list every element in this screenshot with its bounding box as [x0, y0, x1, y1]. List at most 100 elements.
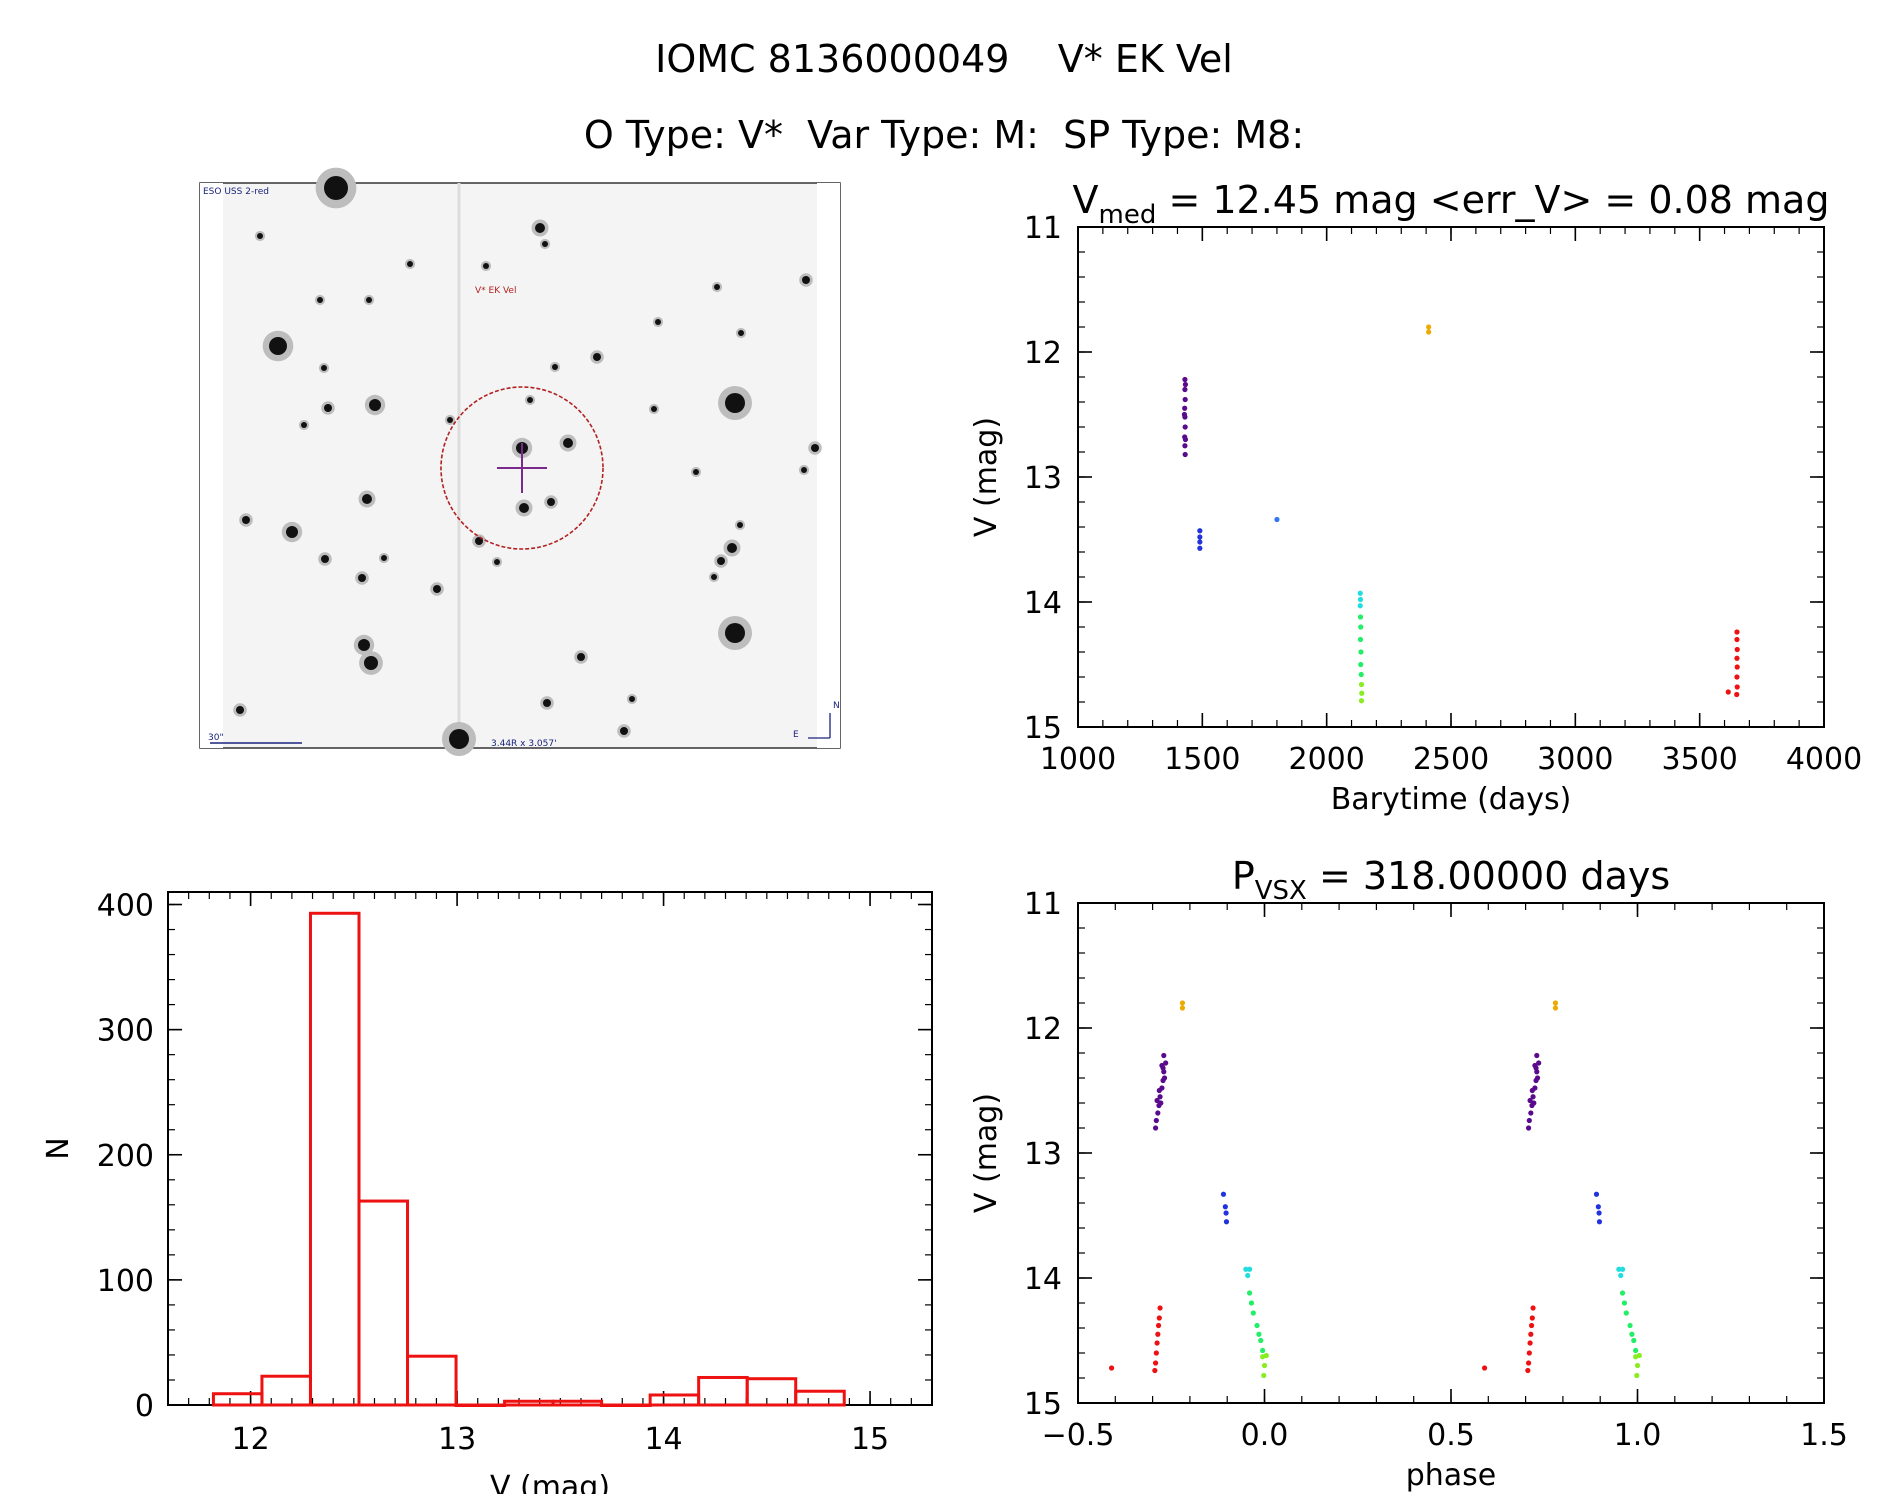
data-point-lime: [1358, 698, 1365, 704]
data-point-cyan: [1243, 1266, 1249, 1272]
data-point-red: [1154, 1340, 1160, 1346]
finder-star: [447, 417, 453, 423]
data-point-blue: [1593, 1191, 1600, 1197]
histogram-bar: [697, 1375, 749, 1407]
plot-frame: [1077, 902, 1825, 1404]
data-point-cyan: [1357, 603, 1363, 609]
plot-frame: [1077, 226, 1825, 728]
y-tick-label: 100: [97, 1264, 154, 1299]
finder-star: [801, 467, 807, 473]
y-tick-label: 200: [97, 1139, 154, 1174]
phased-chart: −0.5 0.0 0.5 1.0 1.5 11 12 13 14 15 phase V (mag) PV…: [969, 854, 1848, 1493]
finder-star: [321, 365, 327, 371]
y-axis-label: N: [41, 1137, 76, 1159]
histogram-bar: [454, 1403, 507, 1407]
data-point-cyan: [1618, 1272, 1624, 1279]
histogram-bar: [260, 1374, 312, 1407]
y-tick-label: 12: [1024, 336, 1062, 371]
data-point-purple: [1158, 1100, 1164, 1106]
figure-subtitle: O Type: V* Var Type: M: SP Type: M8:: [584, 113, 1304, 157]
data-point-cyan: [1616, 1266, 1622, 1272]
data-point-red: [1734, 629, 1740, 635]
finder-star: [286, 526, 298, 538]
finder-star: [257, 233, 263, 239]
data-point-green: [1250, 1310, 1256, 1316]
finder-star: [242, 516, 250, 524]
histogram-chart: 12 13 14 15 0 100 200 300 400 V (mag) N: [41, 889, 933, 1494]
data-point-green: [1358, 661, 1364, 668]
data-point-red: [1481, 1365, 1488, 1371]
finder-star: [535, 223, 545, 233]
data-point-lime: [1358, 681, 1365, 688]
data-point-red: [1734, 684, 1740, 690]
x-tick-label: 13: [438, 1422, 476, 1457]
data-point-red: [1527, 1340, 1533, 1346]
y-tick-label: 400: [97, 889, 154, 924]
data-point-blue: [1596, 1219, 1603, 1225]
data-point-blue: [1223, 1210, 1229, 1216]
y-tick-label: 0: [135, 1389, 154, 1424]
data-point-purple: [1152, 1125, 1159, 1131]
data-point-purple: [1154, 1097, 1160, 1104]
x-axis-label: phase: [1406, 1458, 1497, 1493]
finder-star: [727, 543, 737, 553]
data-point-orange: [1552, 1000, 1559, 1006]
data-point-cyan: [1619, 1266, 1626, 1272]
data-point-lime: [1634, 1362, 1641, 1369]
finder-star: [693, 469, 699, 475]
finder-star: [358, 639, 370, 651]
finder-star: [366, 297, 372, 303]
data-point-blue: [1223, 1219, 1230, 1225]
data-point-green: [1256, 1331, 1262, 1337]
data-point-green: [1358, 624, 1364, 630]
x-tick-label: 2000: [1288, 742, 1364, 777]
data-point-purple: [1155, 1110, 1161, 1116]
finder-star: [369, 399, 381, 411]
finder-star: [543, 699, 551, 707]
figure-title: IOMC 8136000049 V* EK Vel: [655, 37, 1233, 81]
data-point-green: [1248, 1300, 1255, 1306]
compass-east-label: E: [793, 730, 799, 740]
finder-star: [547, 498, 555, 506]
finder-star: [324, 404, 332, 412]
finder-star: [433, 585, 441, 593]
finder-star: [324, 176, 348, 200]
finder-survey-label: ESO USS 2-red: [203, 187, 269, 197]
finder-star: [711, 574, 717, 580]
x-tick-label: 2500: [1413, 742, 1489, 777]
data-point-red: [1525, 1367, 1531, 1374]
data-point-red: [1155, 1322, 1162, 1329]
plot-frame: [167, 891, 933, 1406]
data-point-red: [1153, 1350, 1159, 1356]
finder-stars: [233, 167, 822, 756]
chart-title-subscript: VSX: [1255, 876, 1307, 906]
finder-scale-note: 3.44R x 3.057': [491, 739, 557, 749]
data-point-purple: [1534, 1052, 1540, 1059]
x-axis-label: V (mag): [490, 1470, 610, 1494]
finder-star: [725, 623, 745, 643]
finder-left-band: [200, 183, 223, 748]
data-point-cyan: [1246, 1266, 1253, 1272]
data-point-green: [1627, 1322, 1633, 1329]
x-tick-label: 3500: [1661, 742, 1737, 777]
finder-star: [519, 503, 529, 513]
data-point-blue: [1596, 1210, 1602, 1216]
x-tick-label: 1000: [1040, 742, 1116, 777]
histogram-bar: [745, 1377, 798, 1407]
data-point-orange: [1552, 1005, 1559, 1011]
data-point-lime: [1261, 1362, 1268, 1369]
y-tick-label: 12: [1024, 1012, 1062, 1047]
data-point-orange: [1179, 1000, 1186, 1006]
data-point-purple: [1156, 1087, 1162, 1094]
finder-target-label: V* EK Vel: [475, 286, 516, 296]
histogram-bar: [357, 1199, 410, 1407]
finder-frame: [199, 182, 841, 749]
data-point-purple: [1157, 1094, 1163, 1100]
x-axis-label: Barytime (days): [1331, 782, 1572, 817]
data-point-red: [1155, 1331, 1161, 1337]
data-point-purple: [1182, 436, 1189, 443]
data-point-red: [1156, 1315, 1162, 1321]
data-point-orange: [1179, 1005, 1186, 1011]
data-point-green: [1357, 614, 1364, 620]
chart-title-rest: = 318.00000 days: [1307, 854, 1670, 898]
